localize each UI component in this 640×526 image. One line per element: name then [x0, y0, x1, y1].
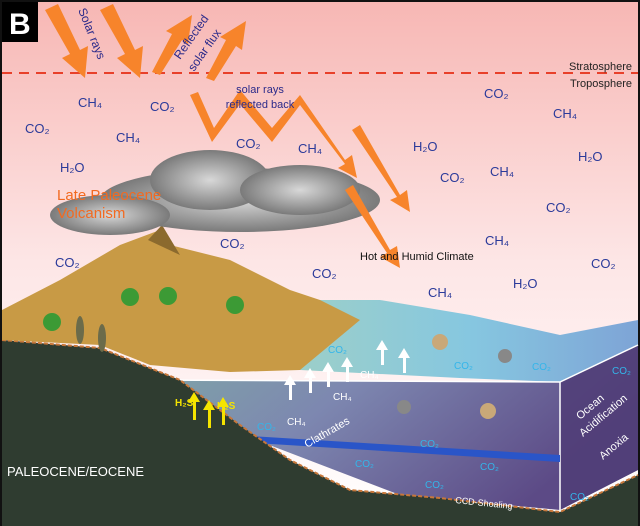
ocean-gas-label: CO₂: [532, 362, 551, 373]
solar-ray-arrow-icon: [45, 4, 88, 78]
atmosphere-gas-label: CO₂: [546, 200, 571, 215]
reflected-arrow-icon: [152, 15, 192, 75]
ocean-gas-label: CO₂: [312, 266, 337, 281]
ocean-surface: [300, 300, 638, 382]
ocean-gas-label: CO₂: [328, 345, 347, 356]
atmosphere-gas-label: CH₄: [485, 233, 509, 248]
atmosphere-gas-label: H₂O: [413, 139, 438, 154]
reflected-back-label-1: solar rays: [236, 84, 284, 96]
trees: [43, 287, 244, 352]
solar-ray-arrow-icon: [345, 185, 400, 268]
foraminifera: [397, 334, 512, 419]
gas-labels: CH₄ CO₂ CO₂ CH₄ CO₂ CH₄ H₂O CO₂ CH₄ H₂O CH₄ H₂O CO₂ C…: [25, 86, 631, 503]
panel-letter-box: [2, 2, 38, 42]
ocean-gas-label: CO₂: [454, 361, 473, 372]
reflected-back-label-2: reflected back: [226, 99, 295, 111]
h2s-arrows: [188, 392, 229, 428]
panel-letter: B: [9, 8, 31, 41]
climate-label: Hot and Humid Climate: [360, 251, 474, 263]
atmosphere-gas-label: H₂O: [513, 276, 538, 291]
solar-arrows: [45, 4, 410, 268]
solar-ray-arrow-icon: [100, 4, 143, 78]
atmosphere-gas-label: CO₂: [236, 136, 261, 151]
volcano: [148, 225, 180, 255]
stratosphere-label: Stratosphere: [569, 61, 632, 73]
ocean-gas-label: CO₂: [425, 480, 444, 491]
hillside: [2, 230, 360, 372]
h2s-label: H₂S: [217, 401, 236, 412]
volcanism-label-1: Late Paleocene: [57, 187, 161, 204]
ocean-gas-label: CO₂: [257, 422, 276, 433]
sediment-line: [1, 339, 639, 514]
reflected-back-arrow-icon: [190, 90, 357, 178]
seafloor-land: [2, 340, 638, 526]
ocean-water: [140, 345, 638, 510]
ocean-gas-label: CO₂: [612, 366, 631, 377]
atmosphere-gas-label: CH₄: [428, 285, 452, 300]
solar-ray-arrow-icon: [352, 125, 410, 212]
atmosphere-gas-label: CO₂: [55, 255, 80, 270]
atmosphere-gas-label: H₂O: [60, 160, 85, 175]
ocean-box-side: [560, 345, 638, 510]
epoch-label: PALEOCENE/EOCENE: [7, 464, 144, 479]
volcanism-label-2: Volcanism: [57, 205, 125, 222]
ocean-gas-label: CO₂: [570, 492, 589, 503]
methane-label: CH₄: [333, 392, 352, 403]
ocean-gas-label: CO₂: [420, 439, 439, 450]
methane-arrows: [284, 340, 410, 400]
ocean-gas-label: CO₂: [480, 462, 499, 473]
atmosphere-gas-label: CO₂: [440, 170, 465, 185]
atmosphere-gas-label: CO₂: [220, 236, 245, 251]
reflected-arrow-icon: [206, 21, 246, 81]
atmosphere-gas-label: CH₄: [490, 164, 514, 179]
storm-cloud: [50, 150, 380, 235]
h2s-label: H₂S: [175, 398, 194, 409]
methane-label: CH₄: [287, 417, 306, 428]
atmosphere-gas-label: CO₂: [484, 86, 509, 101]
atmosphere-gas-label: CH₄: [116, 130, 140, 145]
ocean-gas-label: CO₂: [355, 459, 374, 470]
ccd-band: [250, 436, 560, 462]
atmosphere-gas-label: CH₄: [298, 141, 322, 156]
atmosphere-gas-label: CO₂: [591, 256, 616, 271]
atmosphere-gas-label: CH₄: [553, 106, 577, 121]
methane-label: CH₄: [360, 370, 379, 381]
troposphere-label: Troposphere: [570, 78, 632, 90]
atmosphere-gas-label: H₂O: [578, 149, 603, 164]
atmosphere-gas-label: CO₂: [150, 99, 175, 114]
atmosphere-gas-label: CO₂: [25, 121, 50, 136]
atmosphere-gas-label: CH₄: [78, 95, 102, 110]
